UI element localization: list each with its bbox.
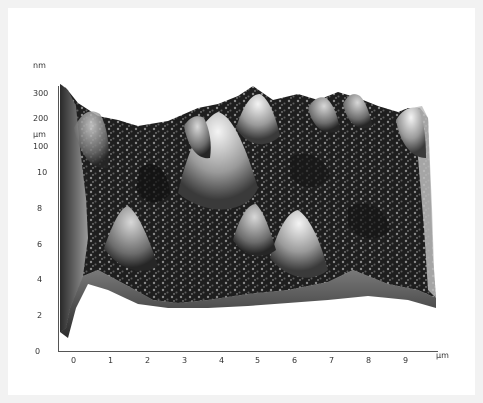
z-axis-tick: 100 — [33, 142, 49, 151]
x-axis-tick: 1 — [108, 356, 114, 365]
x-axis-tick: 7 — [329, 356, 335, 365]
y-axis-tick: 4 — [37, 275, 43, 284]
z-axis-tick: 300 — [33, 89, 49, 98]
y-axis-unit: µm — [33, 130, 46, 139]
x-axis-tick: 9 — [403, 356, 409, 365]
x-axis-line — [58, 351, 438, 352]
y-axis-tick: 8 — [37, 204, 43, 213]
z-axis-tick: 200 — [33, 114, 49, 123]
x-axis-unit: µm — [436, 351, 449, 360]
figure-frame: nm 300 200 100 µm 10 8 6 4 2 0 0 1 2 3 4… — [8, 8, 475, 395]
origin-label: 0 — [35, 347, 41, 356]
x-axis-tick: 6 — [292, 356, 298, 365]
x-axis-tick: 5 — [255, 356, 261, 365]
vertical-axis-line — [58, 86, 59, 352]
y-axis-tick: 6 — [37, 240, 43, 249]
x-axis-tick: 0 — [71, 356, 77, 365]
z-axis-unit: nm — [33, 61, 46, 70]
x-axis-tick: 3 — [182, 356, 188, 365]
x-axis-tick: 2 — [145, 356, 151, 365]
x-axis-tick: 8 — [366, 356, 372, 365]
afm-surface-image — [60, 84, 436, 338]
y-axis-tick: 10 — [37, 168, 48, 177]
x-axis-tick: 4 — [219, 356, 225, 365]
y-axis-tick: 2 — [37, 311, 43, 320]
